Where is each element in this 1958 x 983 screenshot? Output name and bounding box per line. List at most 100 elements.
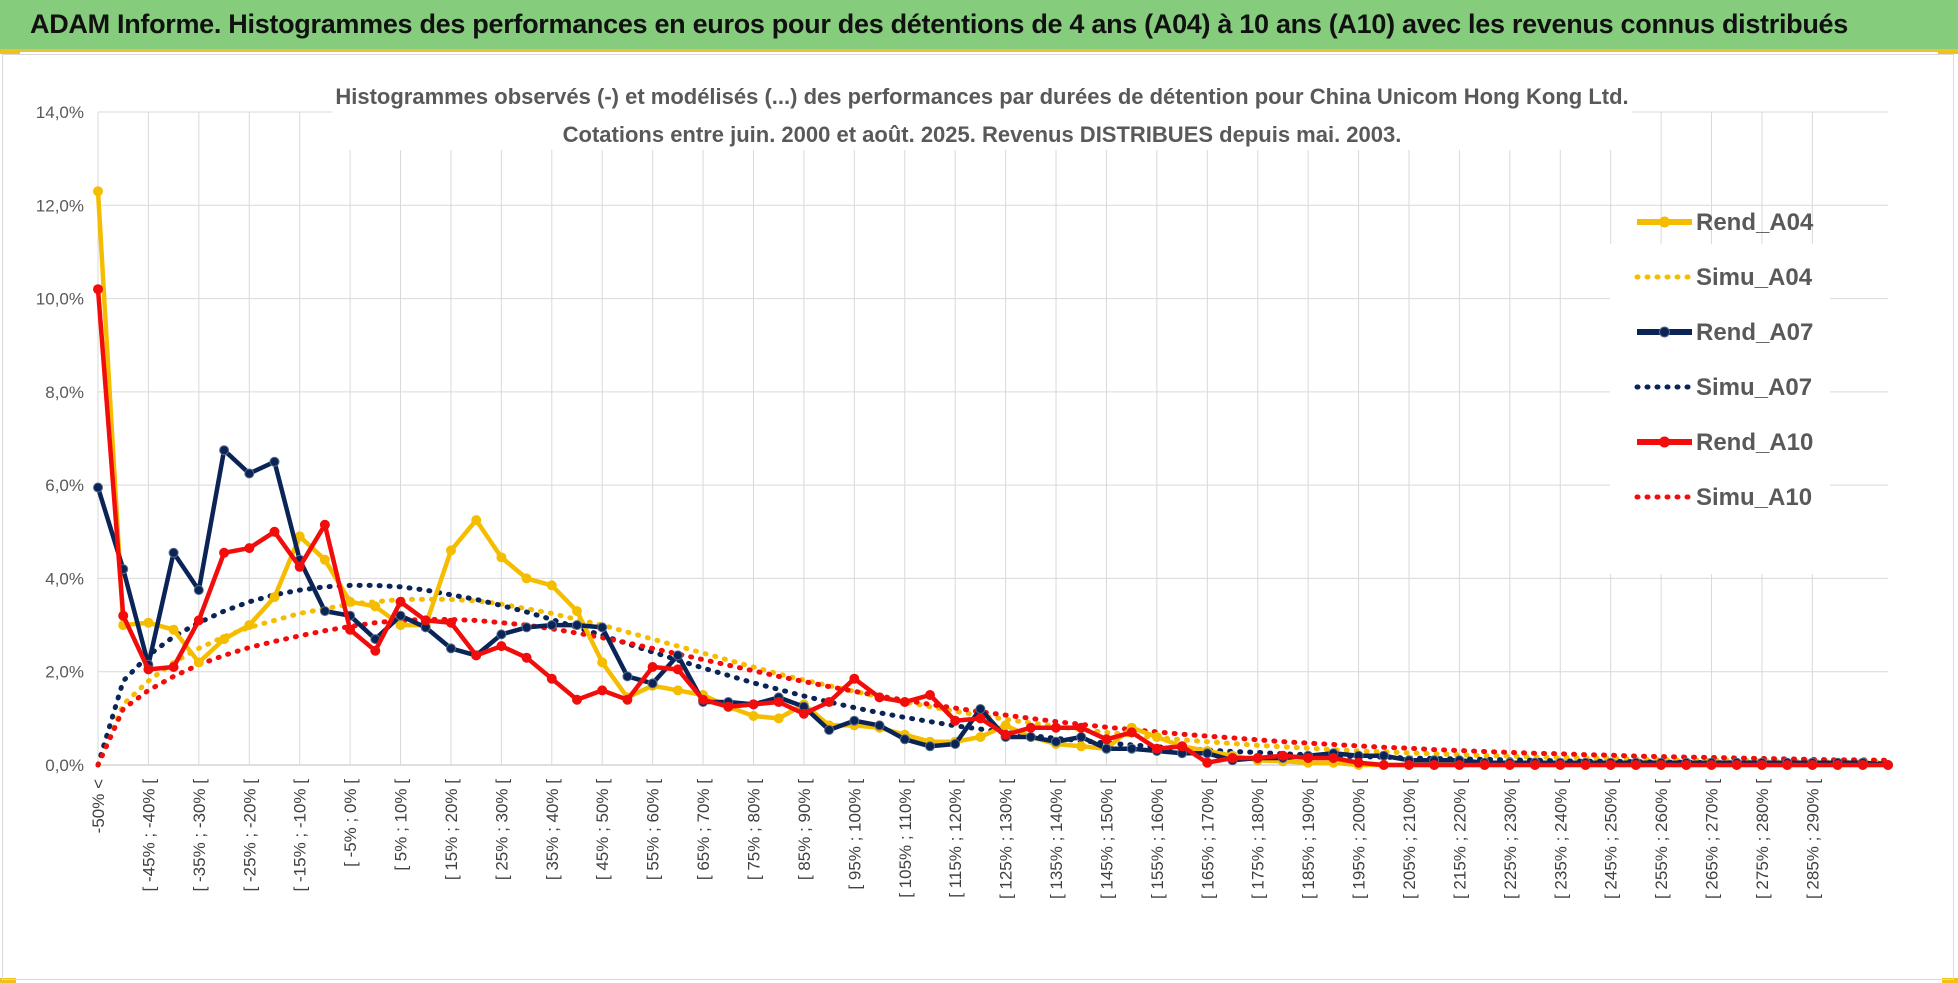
data-point: [950, 715, 961, 726]
data-point: [244, 543, 255, 554]
legend-label: Simu_A04: [1696, 264, 1813, 291]
data-point: [1051, 722, 1061, 733]
data-point: [950, 739, 961, 749]
y-tick-label: 14,0%: [36, 103, 84, 122]
data-point: [521, 573, 532, 584]
data-point: [345, 596, 356, 607]
data-point: [899, 697, 910, 707]
data-point: [521, 622, 532, 633]
y-tick-label: 4,0%: [45, 569, 84, 588]
x-tick-label: [ -25% ; -20% [: [240, 779, 259, 892]
series-line-simu-a07: [95, 582, 1891, 768]
x-tick-label: [ -15% ; -10% [: [291, 779, 310, 892]
x-tick-label: [ 15% ; 20% [: [442, 779, 461, 880]
data-point: [93, 186, 103, 197]
data-point: [193, 657, 204, 668]
data-point: [319, 606, 330, 617]
data-point: [597, 622, 608, 633]
x-tick-label: [ 85% ; 90% [: [795, 779, 814, 880]
data-point: [874, 692, 885, 703]
x-axis-ticks: -50% < [ -45% ; -40% [[ -35% ; -30% [[ -2…: [89, 779, 1822, 899]
data-point: [420, 615, 431, 626]
data-point: [1404, 760, 1414, 770]
data-point: [824, 725, 835, 735]
data-point: [1605, 760, 1616, 770]
data-point: [269, 456, 280, 467]
x-tick-label: [ 65% ; 70% [: [694, 779, 713, 880]
x-tick-label: [ 175% ; 180% [: [1249, 779, 1268, 899]
data-point: [269, 592, 280, 603]
data-point: [622, 694, 633, 705]
data-point: [824, 697, 835, 707]
data-point: [1731, 760, 1742, 770]
data-point: [1378, 760, 1389, 770]
corner-accent-bottom-right: [1942, 978, 1958, 983]
data-point: [1656, 760, 1667, 770]
data-point: [1051, 736, 1061, 747]
legend-marker: [1659, 216, 1670, 228]
data-point: [1025, 722, 1036, 733]
data-point: [1000, 729, 1011, 740]
y-tick-label: 10,0%: [36, 290, 84, 309]
data-point: [1580, 760, 1591, 770]
chart-title-line-2: Cotations entre juin. 2000 et août. 2025…: [563, 122, 1402, 147]
histogram-chart: Histogrammes observés (-) et modélisés (…: [36, 84, 1893, 899]
data-point: [1000, 720, 1011, 731]
data-point: [496, 641, 507, 652]
data-point: [1454, 760, 1465, 770]
data-point: [471, 515, 482, 526]
x-tick-label: [ 285% ; 290% [: [1803, 779, 1822, 899]
data-point: [1479, 760, 1490, 770]
legend-background: [1610, 244, 1830, 574]
data-point: [1277, 750, 1288, 761]
legend-marker: [1659, 436, 1670, 448]
data-point: [1303, 753, 1314, 763]
data-point: [446, 617, 456, 628]
data-point: [521, 652, 532, 663]
data-point: [748, 711, 759, 721]
data-point: [244, 620, 255, 631]
data-point: [1328, 753, 1339, 763]
x-tick-label: [ 255% ; 260% [: [1652, 779, 1671, 899]
data-point: [1076, 741, 1087, 752]
x-tick-label: -50% <: [89, 779, 108, 833]
data-point: [849, 715, 860, 726]
data-point: [1832, 760, 1843, 770]
data-point: [395, 610, 406, 621]
data-point: [1857, 760, 1868, 770]
data-point: [874, 720, 885, 731]
data-point: [1076, 732, 1087, 742]
data-point: [1151, 743, 1162, 754]
data-point: [1101, 743, 1112, 754]
data-point: [1756, 760, 1767, 770]
chart-frame: [2, 54, 1954, 980]
data-point: [1782, 760, 1793, 770]
x-tick-label: [ -35% ; -30% [: [190, 779, 209, 892]
data-point: [244, 468, 255, 479]
data-point: [597, 685, 608, 696]
data-point: [446, 545, 456, 556]
data-point: [1126, 727, 1137, 738]
data-point: [471, 650, 482, 661]
x-tick-label: [ 195% ; 200% [: [1350, 779, 1369, 899]
y-axis-ticks: 0,0% 2,0% 4,0% 6,0% 8,0% 10,0% 12,0% 14,0%: [36, 103, 84, 775]
data-point: [168, 624, 179, 635]
chart-title-line-1: Histogrammes observés (-) et modélisés (…: [335, 84, 1628, 109]
data-point: [899, 734, 910, 745]
data-point: [143, 664, 154, 675]
data-point: [1504, 760, 1515, 770]
title-background: [332, 84, 1632, 150]
data-point: [219, 445, 230, 456]
corner-accent-top-right: [1938, 50, 1958, 54]
x-tick-label: [ 135% ; 140% [: [1047, 779, 1066, 899]
data-point: [672, 685, 683, 696]
chart-legend: Rend_A04 Simu_A04 Rend_A07 Simu_A07 Rend_A10…: [1610, 209, 1830, 574]
x-tick-label: [ 155% ; 160% [: [1148, 779, 1167, 899]
data-point: [1883, 760, 1893, 770]
data-point: [1681, 760, 1692, 770]
data-point: [672, 664, 683, 675]
data-point: [319, 554, 330, 565]
data-point: [496, 552, 507, 563]
x-tick-label: [ 185% ; 190% [: [1299, 779, 1318, 899]
x-tick-label: [ 235% ; 240% [: [1551, 779, 1570, 899]
